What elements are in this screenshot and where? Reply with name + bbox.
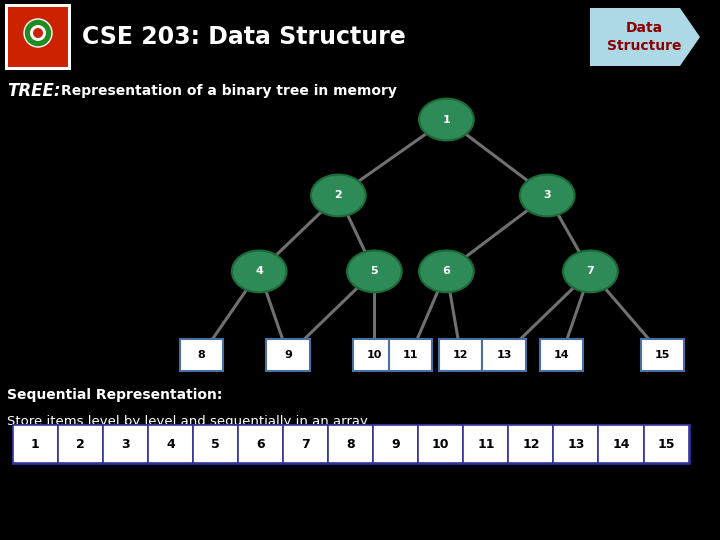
Text: 1: 1 bbox=[31, 437, 40, 451]
Text: Representation of a binary tree in memory: Representation of a binary tree in memor… bbox=[61, 84, 397, 98]
FancyBboxPatch shape bbox=[508, 425, 554, 463]
FancyBboxPatch shape bbox=[463, 425, 508, 463]
FancyBboxPatch shape bbox=[389, 339, 432, 370]
FancyBboxPatch shape bbox=[5, 4, 71, 70]
FancyBboxPatch shape bbox=[373, 425, 418, 463]
Text: Store items level by level and sequentially in an array: Store items level by level and sequentia… bbox=[7, 415, 368, 428]
FancyBboxPatch shape bbox=[418, 425, 463, 463]
Text: 7: 7 bbox=[301, 437, 310, 451]
FancyBboxPatch shape bbox=[180, 339, 223, 370]
Text: 13: 13 bbox=[567, 437, 585, 451]
FancyBboxPatch shape bbox=[283, 425, 328, 463]
Text: 10: 10 bbox=[432, 437, 449, 451]
Text: 14: 14 bbox=[612, 437, 630, 451]
Ellipse shape bbox=[347, 251, 402, 292]
Text: 12: 12 bbox=[522, 437, 540, 451]
FancyBboxPatch shape bbox=[193, 425, 238, 463]
FancyBboxPatch shape bbox=[598, 425, 644, 463]
Text: child is stored in TREE[2∗K + 1].: child is stored in TREE[2∗K + 1]. bbox=[16, 510, 241, 523]
FancyBboxPatch shape bbox=[540, 339, 583, 370]
FancyBboxPatch shape bbox=[353, 339, 396, 370]
Circle shape bbox=[30, 25, 46, 41]
FancyBboxPatch shape bbox=[238, 425, 283, 463]
FancyBboxPatch shape bbox=[58, 425, 103, 463]
Polygon shape bbox=[590, 8, 700, 66]
FancyBboxPatch shape bbox=[641, 339, 684, 370]
Text: 1: 1 bbox=[443, 114, 450, 125]
Text: 3: 3 bbox=[544, 191, 551, 200]
Text: 7: 7 bbox=[587, 266, 594, 276]
Text: 5: 5 bbox=[211, 437, 220, 451]
Text: 3: 3 bbox=[121, 437, 130, 451]
FancyBboxPatch shape bbox=[644, 425, 688, 463]
Text: 12: 12 bbox=[453, 350, 469, 360]
FancyBboxPatch shape bbox=[439, 339, 482, 370]
FancyBboxPatch shape bbox=[482, 339, 526, 370]
Text: Sequential Representation:: Sequential Representation: bbox=[7, 388, 222, 402]
Text: 4: 4 bbox=[256, 266, 263, 276]
Text: 6: 6 bbox=[256, 437, 265, 451]
Circle shape bbox=[33, 28, 43, 38]
Ellipse shape bbox=[520, 174, 575, 217]
Text: 8: 8 bbox=[346, 437, 355, 451]
Text: (a)   The root R of T is stored in TREE[1].: (a) The root R of T is stored in TREE[1]… bbox=[16, 476, 262, 489]
Text: 10: 10 bbox=[366, 350, 382, 360]
Ellipse shape bbox=[419, 99, 474, 140]
Text: 5: 5 bbox=[371, 266, 378, 276]
Ellipse shape bbox=[419, 251, 474, 292]
Text: 11: 11 bbox=[402, 350, 418, 360]
Text: 6: 6 bbox=[443, 266, 450, 276]
Text: 14: 14 bbox=[554, 350, 570, 360]
Ellipse shape bbox=[311, 174, 366, 217]
Circle shape bbox=[24, 19, 52, 47]
FancyBboxPatch shape bbox=[13, 425, 688, 463]
Text: CSE 203: Data Structure: CSE 203: Data Structure bbox=[82, 25, 406, 49]
FancyBboxPatch shape bbox=[103, 425, 148, 463]
Text: 13: 13 bbox=[496, 350, 512, 360]
FancyBboxPatch shape bbox=[328, 425, 373, 463]
FancyBboxPatch shape bbox=[554, 425, 598, 463]
FancyBboxPatch shape bbox=[8, 7, 68, 67]
Text: 11: 11 bbox=[477, 437, 495, 451]
Ellipse shape bbox=[563, 251, 618, 292]
Text: 9: 9 bbox=[284, 350, 292, 360]
Text: 2: 2 bbox=[335, 191, 342, 200]
Text: 15: 15 bbox=[657, 437, 675, 451]
Text: 15: 15 bbox=[654, 350, 670, 360]
Text: 8: 8 bbox=[198, 350, 205, 360]
Text: TREE:: TREE: bbox=[7, 82, 60, 100]
Text: (b)   If a node N occupies TREE[K], then its left child is stored in TREE[2∗K] a: (b) If a node N occupies TREE[K], then i… bbox=[16, 495, 549, 508]
FancyBboxPatch shape bbox=[13, 425, 58, 463]
Text: 4: 4 bbox=[166, 437, 175, 451]
Text: 2: 2 bbox=[76, 437, 85, 451]
Text: Data
Structure: Data Structure bbox=[607, 22, 681, 52]
Ellipse shape bbox=[232, 251, 287, 292]
FancyBboxPatch shape bbox=[148, 425, 193, 463]
FancyBboxPatch shape bbox=[266, 339, 310, 370]
Text: 9: 9 bbox=[392, 437, 400, 451]
